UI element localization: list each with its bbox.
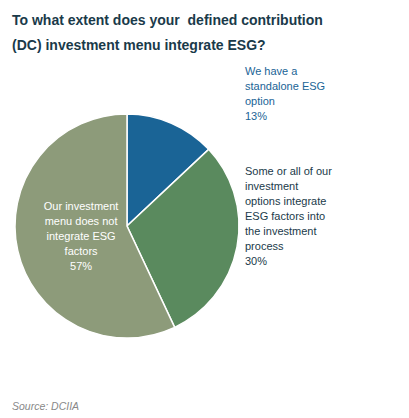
- html-text:(DC) investment menu integrate: (DC) investment menu integrate ESG?: [12, 37, 266, 53]
- svg-text:We have astandalone ESGoption1: We have astandalone ESGoption13%: [245, 65, 325, 122]
- html-text:To what extent does your defin: To what extent does your defined contrib…: [12, 12, 323, 28]
- svg-text:Some or all of ourinvestmentop: Some or all of ourinvestmentoptions inte…: [245, 165, 332, 267]
- html-text:Source: DCIIA: Source: DCIIA: [12, 400, 80, 412]
- svg-text:Our investmentmenu does notint: Our investmentmenu does notintegrate ESG…: [44, 200, 119, 272]
